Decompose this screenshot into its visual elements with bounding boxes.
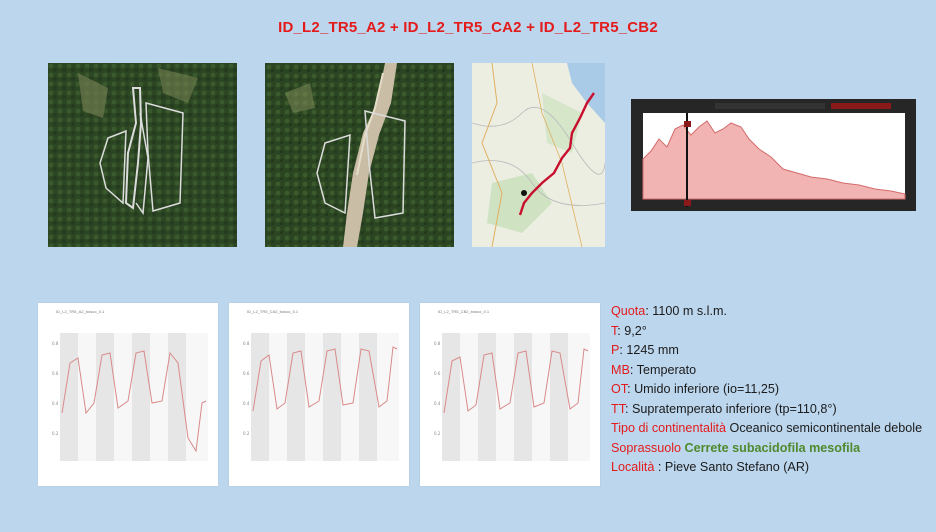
svg-text:0.6: 0.6	[434, 371, 441, 376]
info-value: : Umido inferiore (io=11,25)	[627, 382, 780, 396]
site-info: Quota: 1100 m s.l.m. T: 9,2° P: 1245 mm …	[611, 302, 931, 478]
satellite-image-1	[48, 63, 237, 247]
info-mb: MB: Temperato	[611, 361, 931, 381]
svg-text:0.2: 0.2	[243, 431, 250, 436]
info-value: Cerrete subacidofila mesofila	[684, 440, 861, 455]
small-chart-1: ID_L2_TR5_A2_bosco_0.1 0.8 0.6 0.4 0.2	[38, 303, 218, 486]
svg-text:0.6: 0.6	[243, 371, 250, 376]
info-continentalita: Tipo di continentalità Oceanico semicont…	[611, 419, 931, 439]
info-label: Località	[611, 460, 655, 474]
satellite-image-2	[265, 63, 454, 247]
info-tt: TT: Supratemperato inferiore (tp=110,8°)	[611, 400, 931, 420]
info-value: : Pieve Santo Stefano (AR)	[654, 460, 810, 474]
page-title: ID_L2_TR5_A2 + ID_L2_TR5_CA2 + ID_L2_TR5…	[278, 19, 658, 36]
info-value: : 9,2°	[617, 323, 647, 338]
info-t: T: 9,2°	[611, 322, 931, 342]
info-value: : Temperato	[629, 362, 697, 377]
small-chart-2: ID_L2_TR5_CA2_bosco_0.1 0.8 0.6 0.4 0.2	[229, 303, 409, 486]
info-soprassuolo: Soprassuolo Cerrete subacidofila mesofil…	[611, 439, 931, 459]
svg-text:0.8: 0.8	[52, 341, 59, 346]
info-p: P: 1245 mm	[611, 341, 931, 361]
info-label: Soprassuolo	[611, 440, 682, 455]
map-image	[472, 63, 605, 247]
svg-text:0.2: 0.2	[434, 431, 441, 436]
svg-text:0.4: 0.4	[243, 401, 250, 406]
small-chart-title: ID_L2_TR5_CA2_bosco_0.1	[247, 309, 299, 314]
small-chart-title: ID_L2_TR5_CB2_bosco_0.1	[438, 309, 490, 314]
info-value: : Supratemperato inferiore (tp=110,8°)	[625, 401, 837, 416]
info-quota: Quota: 1100 m s.l.m.	[611, 302, 931, 322]
info-value: : 1245 mm	[619, 343, 679, 357]
info-label: T	[611, 323, 618, 338]
svg-text:0.2: 0.2	[52, 431, 59, 436]
svg-text:0.6: 0.6	[52, 371, 59, 376]
svg-text:0.8: 0.8	[434, 341, 441, 346]
info-localita: Località : Pieve Santo Stefano (AR)	[611, 458, 931, 478]
info-label: OT	[611, 382, 628, 396]
small-chart-3: ID_L2_TR5_CB2_bosco_0.1 0.8 0.6 0.4 0.2	[420, 303, 600, 486]
info-label: Tipo di continentalità	[611, 421, 727, 435]
svg-text:0.4: 0.4	[434, 401, 441, 406]
elevation-profile-image	[631, 99, 916, 211]
info-ot: OT: Umido inferiore (io=11,25)	[611, 380, 931, 400]
info-label: Quota	[611, 304, 646, 318]
svg-text:0.4: 0.4	[52, 401, 59, 406]
info-label: P	[611, 343, 620, 357]
info-value: : 1100 m s.l.m.	[645, 304, 727, 318]
small-chart-title: ID_L2_TR5_A2_bosco_0.1	[56, 309, 105, 314]
info-value: Oceanico semicontinentale debole	[726, 421, 923, 435]
info-label: TT	[611, 401, 625, 416]
svg-text:0.8: 0.8	[243, 341, 250, 346]
info-label: MB	[611, 362, 630, 377]
